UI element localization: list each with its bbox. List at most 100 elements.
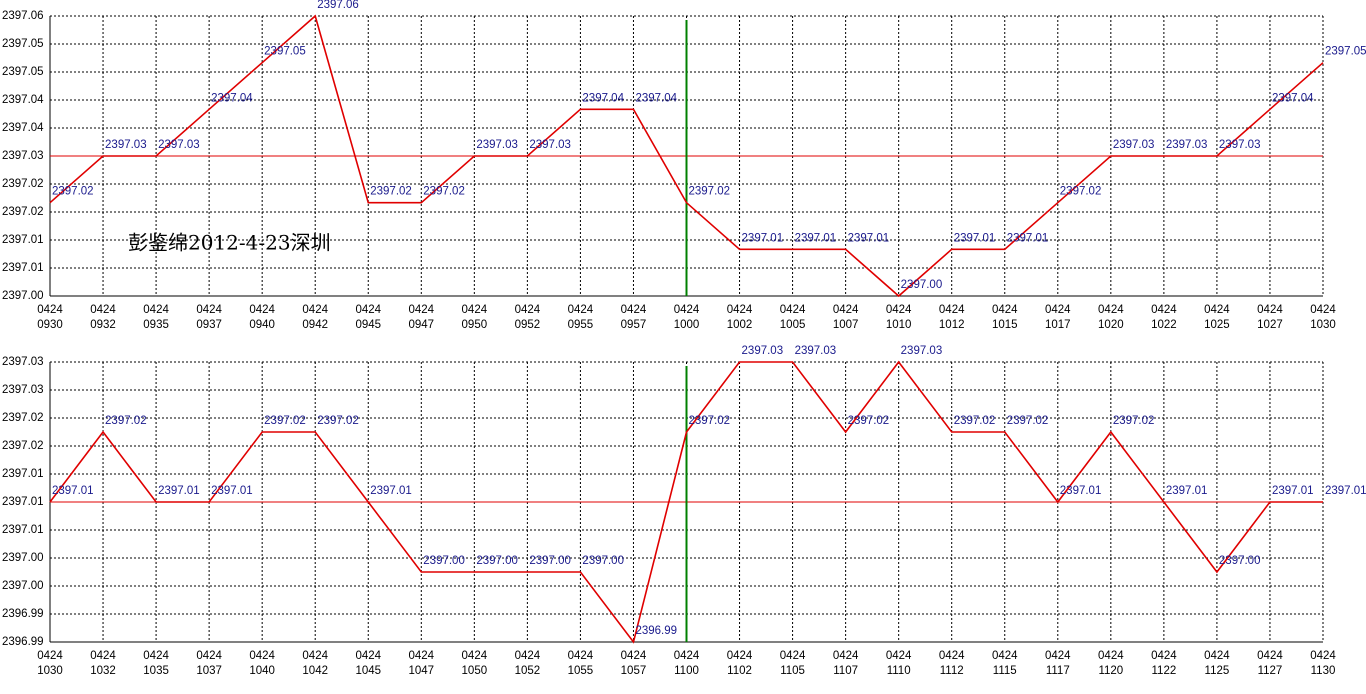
x-tick-label: 1102 (727, 665, 752, 677)
x-tick-label: 1040 (249, 665, 275, 677)
x-tick-label: 1037 (196, 665, 222, 677)
y-tick-label: 2397.01 (2, 524, 44, 536)
x-tick-label: 1130 (1311, 665, 1336, 677)
data-label: 2397.06 (317, 0, 359, 11)
x-tick-label: 1125 (1205, 665, 1230, 677)
x-tick-label: 0957 (621, 319, 647, 331)
x-tick-label: 0424 (1257, 304, 1283, 316)
x-tick-label: 0424 (249, 304, 275, 316)
x-tick-label: 0424 (886, 650, 912, 662)
x-tick-label: 0937 (196, 319, 222, 331)
x-tick-label: 0424 (833, 304, 859, 316)
x-tick-label: 1030 (1310, 319, 1336, 331)
x-tick-label: 0424 (355, 650, 381, 662)
x-tick-label: 0424 (886, 304, 912, 316)
x-tick-label: 0424 (992, 304, 1018, 316)
data-label: 2396.99 (635, 625, 677, 637)
x-tick-label: 0424 (992, 650, 1018, 662)
data-label: 2397.02 (689, 415, 731, 427)
data-label: 2397.03 (742, 345, 784, 357)
x-tick-label: 0424 (1204, 304, 1230, 316)
x-tick-label: 1107 (833, 665, 858, 677)
x-tick-label: 0424 (939, 304, 965, 316)
data-label: 2397.01 (1007, 232, 1049, 244)
x-tick-label: 0424 (90, 304, 116, 316)
x-tick-label: 0424 (1151, 304, 1177, 316)
data-label: 2397.01 (1166, 485, 1208, 497)
x-tick-label: 0945 (355, 319, 381, 331)
data-label: 2397.01 (370, 485, 412, 497)
y-tick-label: 2396.99 (2, 608, 44, 620)
data-label: 2397.00 (476, 555, 518, 567)
data-label: 2397.03 (795, 345, 837, 357)
x-tick-label: 1055 (568, 665, 594, 677)
x-tick-label: 0952 (515, 319, 541, 331)
x-tick-label: 0424 (1098, 650, 1124, 662)
x-tick-label: 0424 (143, 304, 169, 316)
x-tick-label: 0947 (408, 319, 434, 331)
data-label: 2397.02 (370, 186, 412, 198)
data-label: 2397.02 (848, 415, 890, 427)
data-label: 2397.01 (742, 232, 784, 244)
y-tick-label: 2397.02 (2, 412, 44, 424)
x-tick-label: 0424 (1310, 650, 1336, 662)
annotation: 彭鉴绵2012-4-23深圳 (128, 231, 331, 255)
x-tick-label: 1030 (37, 665, 63, 677)
x-tick-label: 1100 (674, 665, 699, 677)
x-tick-label: 0424 (143, 650, 169, 662)
data-label: 2397.03 (1166, 139, 1208, 151)
x-tick-label: 1010 (886, 319, 912, 331)
data-label: 2397.04 (211, 92, 253, 104)
x-tick-label: 0424 (674, 650, 700, 662)
x-tick-label: 0424 (515, 650, 541, 662)
x-tick-label: 1022 (1151, 319, 1177, 331)
data-label: 2397.03 (1219, 139, 1261, 151)
x-tick-label: 0424 (196, 650, 222, 662)
x-tick-label: 0424 (90, 650, 116, 662)
data-label: 2397.04 (635, 92, 677, 104)
data-label: 2397.01 (1272, 485, 1314, 497)
x-tick-label: 0424 (568, 304, 594, 316)
x-tick-label: 1112 (940, 665, 964, 677)
x-tick-label: 0932 (90, 319, 116, 331)
x-tick-label: 1025 (1204, 319, 1230, 331)
data-label: 2397.04 (582, 92, 624, 104)
data-label: 2397.00 (423, 555, 465, 567)
data-label: 2397.03 (158, 139, 200, 151)
line (49, 360, 1323, 644)
x-tick-label: 0424 (249, 650, 275, 662)
data-label: 2397.03 (105, 139, 147, 151)
data-label: 2397.03 (476, 139, 518, 151)
x-tick-label: 1005 (780, 319, 806, 331)
x-tick-label: 0424 (727, 304, 753, 316)
data-label: 2397.00 (901, 279, 943, 291)
data-label: 2397.05 (1325, 46, 1366, 58)
y-tick-label: 2397.00 (2, 290, 44, 302)
data-label: 2397.01 (1060, 485, 1102, 497)
line (49, 14, 1324, 298)
x-tick-label: 0424 (196, 304, 222, 316)
x-tick-label: 0424 (302, 304, 328, 316)
x-tick-label: 0424 (408, 304, 434, 316)
data-label: 2397.02 (423, 186, 465, 198)
y-tick-label: 2397.03 (2, 356, 44, 368)
y-tick-label: 2397.02 (2, 178, 44, 190)
y-tick-label: 2397.04 (2, 94, 44, 106)
x-tick-label: 1035 (143, 665, 169, 677)
y-tick-label: 2397.01 (2, 234, 44, 246)
x-tick-label: 0424 (621, 650, 647, 662)
x-tick-label: 1002 (727, 319, 753, 331)
x-tick-label: 1115 (993, 665, 1017, 677)
data-label: 2397.01 (211, 485, 253, 497)
x-tick-label: 1017 (1045, 319, 1071, 331)
y-tick-label: 2397.00 (2, 580, 44, 592)
x-tick-label: 1050 (462, 665, 488, 677)
x-tick-label: 0424 (302, 650, 328, 662)
x-tick-label: 0930 (37, 319, 63, 331)
y-tick-label: 2396.99 (2, 636, 44, 648)
data-label: 2397.02 (689, 186, 731, 198)
x-tick-label: 1007 (833, 319, 859, 331)
x-tick-label: 0424 (780, 304, 806, 316)
x-tick-label: 0424 (727, 650, 753, 662)
